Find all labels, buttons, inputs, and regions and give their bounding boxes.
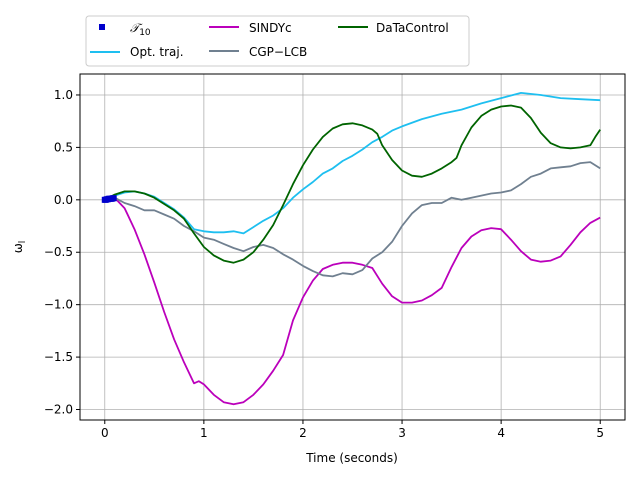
y-axis-title-main: ω: [11, 243, 25, 253]
y-tick-label: −2.0: [44, 403, 73, 417]
y-axis-title-subscript: l: [18, 241, 28, 244]
y-axis-title: ωl: [11, 241, 28, 254]
x-tick-label: 2: [299, 426, 307, 440]
x-tick-label: 0: [101, 426, 109, 440]
series-line-cgp-lcb: [104, 161, 601, 278]
y-tick-label: −1.0: [44, 298, 73, 312]
x-tick-label: 3: [398, 426, 406, 440]
svg-text:ωl: ωl: [11, 241, 28, 254]
legend-marker-T10: [99, 24, 105, 30]
y-tick-label: −0.5: [44, 245, 73, 259]
y-tick-label: 0.0: [54, 193, 73, 207]
y-tick-label: 1.0: [54, 88, 73, 102]
legend-label-opt-traj: Opt. traj.: [130, 45, 184, 59]
x-axis-title: Time (seconds): [305, 451, 398, 465]
y-tick-label: −1.5: [44, 350, 73, 364]
x-tick-label: 1: [200, 426, 208, 440]
x-tick-label: 4: [497, 426, 505, 440]
series-t10-point: [110, 195, 117, 202]
series-line-sindyc: [104, 196, 601, 406]
series-layer: [101, 92, 601, 406]
legend: 𝒯10 Opt. traj. SINDYc CGP−LCB DaTaContro…: [85, 15, 470, 67]
legend-frame: [85, 15, 470, 67]
legend-label-cgp-lcb: CGP−LCB: [249, 45, 307, 59]
legend-label-datacontrol: DaTaControl: [376, 21, 449, 35]
grid: [80, 74, 625, 420]
y-tick-label: 0.5: [54, 140, 73, 154]
series-line-datacontrol: [104, 104, 601, 264]
ticks: 0 1 2 3 4 5 −2.0 −1.5 −1.0 −0.5 0.0 0.5 1.0: [44, 88, 604, 440]
x-tick-label: 5: [596, 426, 604, 440]
legend-label-sindyc: SINDYc: [249, 21, 292, 35]
plot-frame: [79, 73, 626, 421]
